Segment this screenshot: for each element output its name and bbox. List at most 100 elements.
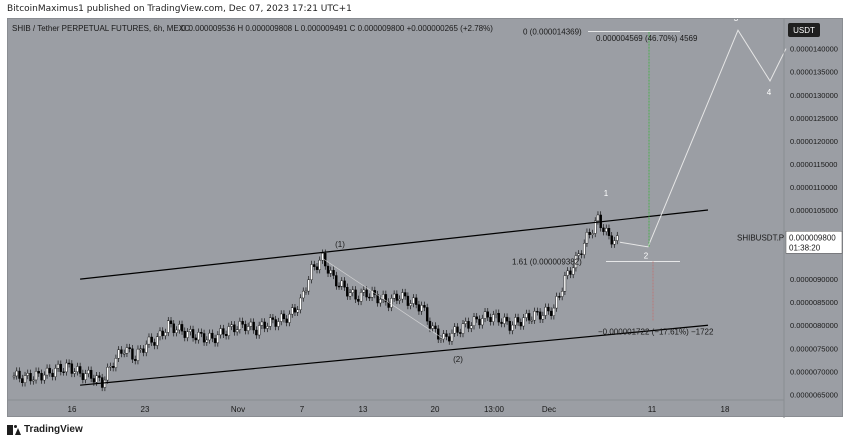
candle-body — [544, 306, 547, 316]
y-tick-label: 0.0000135000 — [790, 68, 838, 77]
candle-body — [29, 373, 32, 382]
candle-body — [437, 328, 440, 340]
candle-body — [580, 253, 583, 255]
candle-body — [81, 373, 85, 380]
footer-brand: TradingView — [24, 424, 83, 435]
annotations: (1) (2) 1 2 3 4 0 (0.000014369) 1.61 (0.0000093… — [80, 19, 787, 386]
candle-body — [577, 253, 580, 256]
candle-body — [252, 321, 255, 331]
candle-body — [219, 328, 222, 336]
candle-body — [197, 332, 200, 341]
candle-body — [337, 285, 341, 288]
candle-body — [117, 349, 120, 359]
candle-body — [131, 348, 134, 360]
candle-body — [492, 314, 495, 322]
candle-body — [304, 290, 308, 293]
candle-body — [26, 373, 29, 376]
y-tick-label: 0.0000065000 — [790, 390, 838, 399]
candle-body — [508, 320, 512, 331]
candle-body — [329, 270, 332, 274]
candle-body — [459, 332, 462, 334]
candle-body — [302, 290, 305, 299]
y-tick-label: 0.0000130000 — [790, 91, 838, 100]
candle-body — [274, 319, 277, 327]
x-tick-label: 13:00 — [484, 405, 505, 414]
y-tick-label: 0.0000125000 — [790, 114, 838, 123]
candle-body — [73, 371, 76, 374]
chart-panel[interactable]: SHIB / Tether PERPETUAL FUTURES, 6h, MEX… — [7, 18, 844, 418]
candle-body — [244, 324, 247, 331]
candle-body — [158, 330, 162, 337]
candle-body — [189, 329, 192, 332]
candle-body — [616, 235, 619, 241]
candle-body — [271, 317, 275, 320]
y-tick-label: 0.0000120000 — [790, 137, 838, 146]
last-price-label: 0.000009800 — [789, 233, 836, 242]
candle-body — [34, 370, 38, 381]
x-tick-label: Dec — [542, 405, 556, 414]
candle-body — [122, 353, 126, 355]
y-tick-label: 0.0000070000 — [790, 367, 838, 376]
candle-body — [114, 358, 118, 368]
candle-body — [200, 332, 203, 334]
candle-body — [191, 329, 195, 339]
candle-body — [32, 379, 35, 382]
candle-body — [59, 363, 63, 372]
candle-body — [406, 295, 410, 306]
candle-body — [351, 289, 355, 293]
candle-body — [321, 252, 324, 261]
candle-body — [37, 370, 40, 374]
candle-body — [78, 366, 82, 374]
measure-up-label: 0.000004569 (46.70%) 4569 — [596, 34, 698, 43]
y-tick-label: 0.0000080000 — [790, 321, 838, 330]
candle-body — [67, 362, 71, 365]
candle-body — [164, 332, 167, 336]
upper-channel-line — [80, 209, 709, 280]
x-tick-label: 20 — [431, 405, 440, 414]
candle-body — [607, 227, 611, 236]
candle-body — [395, 293, 399, 301]
candle-body — [233, 324, 236, 333]
candle-body — [348, 292, 352, 297]
candle-body — [425, 307, 429, 322]
candle-body — [21, 378, 24, 384]
candle-body — [571, 267, 575, 275]
candle-body — [560, 291, 564, 297]
candle-body — [257, 325, 261, 336]
candle-body — [222, 328, 225, 335]
candle-body — [216, 334, 220, 344]
candle-body — [516, 317, 520, 323]
price-chart[interactable]: SHIB / Tether PERPETUAL FUTURES, 6h, MEX… — [8, 19, 844, 418]
candle-body — [56, 363, 60, 369]
candle-body — [558, 296, 561, 298]
chart-title: SHIB / Tether PERPETUAL FUTURES, 6h, MEX… — [12, 24, 190, 33]
candle-body — [503, 316, 506, 324]
candle-body — [279, 313, 283, 322]
symbol-label: SHIBUSDT.P — [737, 233, 784, 242]
candle-body — [120, 349, 123, 354]
candle-body — [106, 367, 109, 381]
candle-body — [417, 304, 421, 312]
y-tick-label: 0.0000140000 — [790, 45, 838, 54]
candle-body — [481, 318, 484, 326]
candle-body — [563, 275, 567, 292]
candle-body — [291, 307, 294, 315]
candle-body — [211, 332, 214, 339]
candle-body — [497, 313, 500, 323]
candle-body — [431, 325, 434, 329]
candle-body — [230, 324, 233, 327]
candle-body — [194, 337, 198, 341]
candle-body — [403, 292, 407, 297]
candle-body — [318, 259, 321, 270]
candle-body — [519, 322, 523, 327]
candle-body — [472, 316, 476, 326]
candle-body — [310, 264, 313, 280]
wave-label-2-paren: (2) — [453, 355, 463, 364]
candle-body — [379, 299, 382, 304]
candle-body — [175, 329, 178, 333]
candle-body — [205, 339, 209, 343]
candle-body — [268, 317, 272, 327]
candle-body — [266, 326, 269, 329]
candle-body — [45, 367, 49, 376]
candle-body — [525, 313, 528, 318]
